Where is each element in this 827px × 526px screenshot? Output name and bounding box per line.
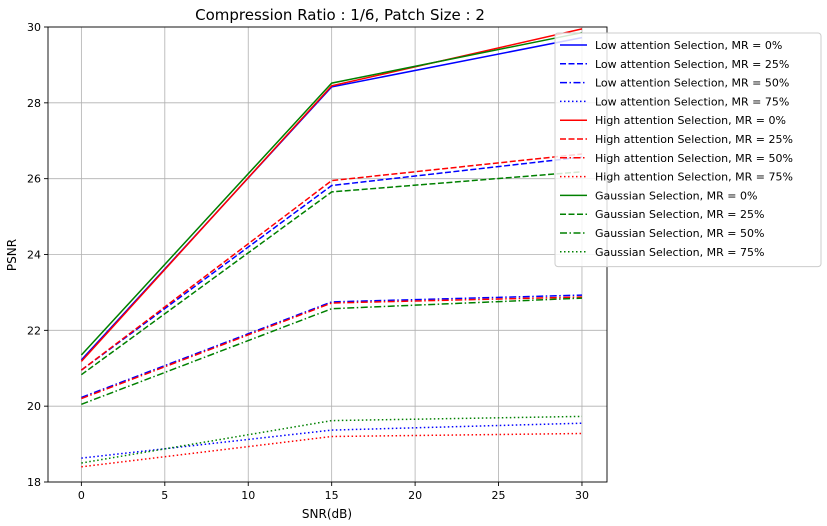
series-line-5: [80, 28, 583, 362]
legend-entry-label: Low attention Selection, MR = 75%: [595, 95, 789, 108]
legend-entry-label: Gaussian Selection, MR = 0%: [595, 189, 757, 202]
legend-entry-label: Gaussian Selection, MR = 50%: [595, 227, 764, 240]
x-tick-label: 10: [241, 489, 255, 502]
legend: Low attention Selection, MR = 0% Low atte…: [554, 32, 822, 268]
y-tick-label: 18: [27, 476, 41, 489]
legend-entry-label: Low attention Selection, MR = 25%: [595, 58, 789, 71]
series-line-11: [81, 297, 583, 406]
legend-entry-label: High attention Selection, MR = 75%: [595, 171, 793, 184]
y-tick-label: 20: [27, 400, 41, 413]
axes: 0 5 10 15 20 25 30 18 20 22 24 26 28 30: [27, 21, 608, 502]
y-tick-label: 30: [27, 21, 41, 34]
x-axis-label: SNR(dB): [302, 507, 352, 521]
legend-box: [554, 32, 822, 268]
y-tick-label: 24: [27, 249, 41, 262]
x-tick-label: 5: [161, 489, 168, 502]
series-line-9: [80, 31, 583, 356]
series-line-3: [81, 294, 583, 399]
y-tick-label: 26: [27, 173, 41, 186]
y-tick-label: 28: [27, 97, 41, 110]
series-line-10: [80, 171, 583, 376]
series-line-2: [80, 156, 583, 371]
legend-entry-label: Gaussian Selection, MR = 75%: [595, 246, 764, 259]
series-line-12: [81, 415, 583, 464]
x-tick-label: 20: [408, 489, 422, 502]
series-line-6: [80, 153, 583, 371]
x-tick-label: 25: [492, 489, 506, 502]
legend-entry-label: Gaussian Selection, MR = 25%: [595, 208, 764, 221]
y-axis-label: PSNR: [5, 239, 19, 271]
series-line-7: [81, 296, 583, 400]
x-tick-label: 0: [78, 489, 85, 502]
x-tick-label: 15: [325, 489, 339, 502]
legend-entry-label: High attention Selection, MR = 25%: [595, 133, 793, 146]
legend-entry-label: Low attention Selection, MR = 50%: [595, 77, 789, 90]
legend-entry-label: High attention Selection, MR = 50%: [595, 152, 793, 165]
series-line-8: [81, 432, 583, 468]
chart-title: Compression Ratio : 1/6, Patch Size : 2: [195, 6, 485, 24]
legend-entry-label: High attention Selection, MR = 0%: [595, 114, 786, 127]
series-lines: [80, 28, 583, 468]
y-tick-label: 22: [27, 324, 41, 337]
legend-entry-label: Low attention Selection, MR = 0%: [595, 39, 782, 52]
x-tick-label: 30: [575, 489, 589, 502]
